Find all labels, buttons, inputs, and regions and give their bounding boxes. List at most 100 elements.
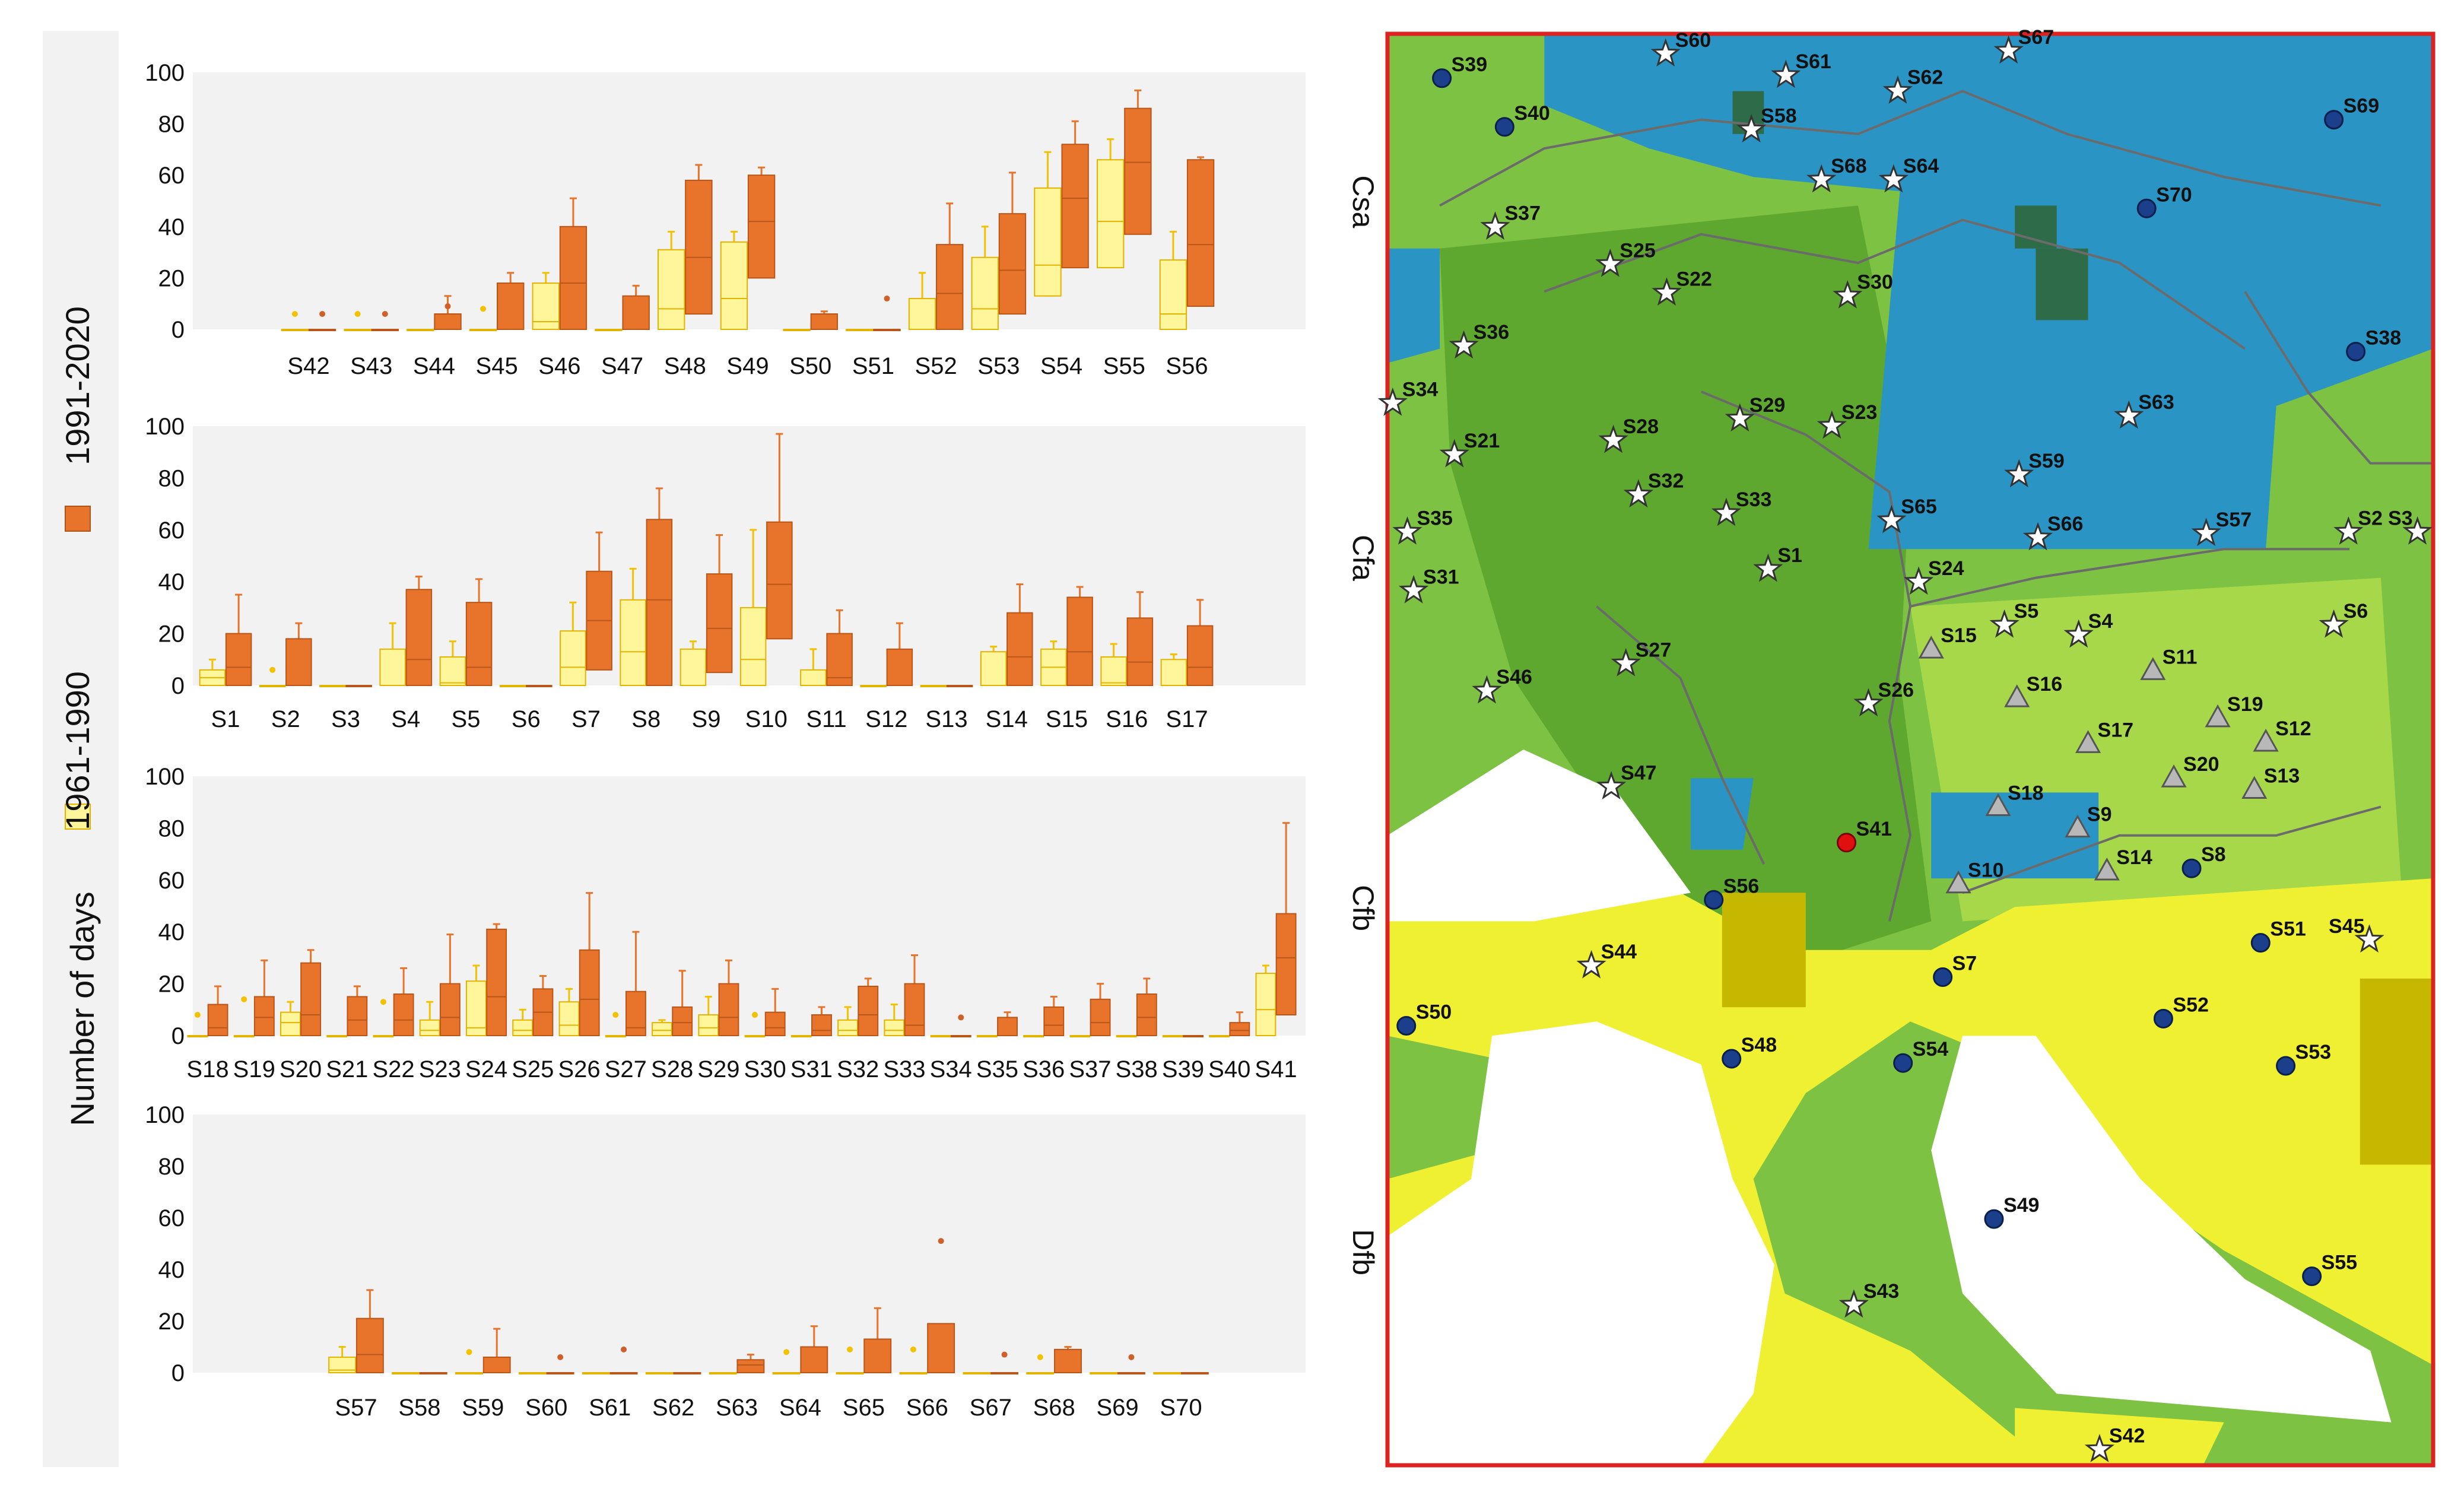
station-tick-label: S1 <box>211 706 240 732</box>
ionian-sea <box>1387 1021 1774 1465</box>
y-tick-label: 40 <box>158 569 185 595</box>
box-1961-1990 <box>772 1372 801 1374</box>
star-icon <box>1882 75 1913 104</box>
star-icon <box>1623 479 1654 508</box>
box-1991-2020 <box>405 589 433 686</box>
station-marker-s27: S27 <box>1611 639 1671 677</box>
station-marker-s50: S50 <box>1396 1001 1452 1036</box>
panel-cfa: 0 20 40 60 80 100 S1 S2 S3 S4 S5 S6 S7 S8 S9 S10 S11 S12 S… <box>145 414 1306 732</box>
box-1961-1990 <box>720 241 748 330</box>
box-1961-1990 <box>1026 1372 1055 1374</box>
box-1991-2020 <box>486 928 507 1036</box>
station-label: S45 <box>2329 915 2365 938</box>
station-marker-s57: S57 <box>2191 509 2252 547</box>
box-1991-2020 <box>253 996 275 1036</box>
box-1961-1990 <box>259 685 286 687</box>
star-icon <box>1398 574 1429 604</box>
station-marker-s1: S1 <box>1753 544 1802 582</box>
station-label: S34 <box>1402 378 1439 401</box>
station-label: S32 <box>1648 470 1684 493</box>
dot-icon <box>1893 1053 1913 1073</box>
highland-3 <box>2036 248 2088 320</box>
box-1991-2020 <box>927 1323 955 1374</box>
station-marker-s60: S60 <box>1650 29 1712 67</box>
box-1991-2020 <box>1186 625 1214 686</box>
outlier-point <box>910 1346 916 1353</box>
box-1961-1990 <box>1100 656 1127 687</box>
station-label: S40 <box>1514 102 1550 125</box>
station-label: S4 <box>2088 610 2113 633</box>
station-marker-s19: S19 <box>2205 693 2263 728</box>
y-tick-label: 60 <box>158 1205 185 1231</box>
station-label: S17 <box>2098 719 2134 741</box>
box-1961-1990 <box>976 1035 998 1037</box>
station-label: S41 <box>1856 818 1893 840</box>
box-1961-1990 <box>466 980 487 1036</box>
box-1991-2020 <box>285 638 312 686</box>
station-label: S56 <box>1723 875 1760 897</box>
y-tick-label: 0 <box>172 1023 185 1049</box>
station-label: S6 <box>2344 600 2368 623</box>
outlier-point <box>354 311 361 318</box>
station-tick-label: S8 <box>631 706 661 732</box>
station-tick-label: S20 <box>280 1056 322 1082</box>
station-label: S66 <box>2047 513 2084 535</box>
box-1991-2020 <box>465 602 493 686</box>
station-marker-s68: S68 <box>1806 155 1867 193</box>
station-tick-label: S36 <box>1023 1056 1065 1082</box>
box-1991-2020 <box>609 1372 638 1374</box>
station-marker-s44: S44 <box>1576 941 1637 979</box>
station-marker-s62: S62 <box>1882 66 1943 104</box>
station-tick-label: S7 <box>571 706 601 732</box>
country-border <box>1596 605 1766 865</box>
station-tick-label: S55 <box>1103 353 1145 379</box>
box-1991-2020 <box>858 985 879 1036</box>
box-1991-2020 <box>766 521 793 640</box>
dot-icon <box>1432 68 1452 88</box>
station-tick-label: S52 <box>915 353 957 379</box>
box-1991-2020 <box>355 1317 384 1373</box>
station-tick-label: S39 <box>1162 1056 1204 1082</box>
box-1991-2020 <box>936 244 964 330</box>
station-label: S69 <box>2344 95 2380 118</box>
panel-dfb: 0 20 40 60 80 100 S57 S58 S59 S60 S61 S62 S63 S64 S65 S… <box>145 1102 1306 1421</box>
box-1961-1990 <box>344 329 371 331</box>
station-tick-label: S58 <box>398 1395 440 1421</box>
dot-icon <box>2136 198 2157 218</box>
station-marker-s55: S55 <box>2302 1252 2357 1287</box>
y-tick-label: 20 <box>158 621 185 647</box>
station-label: S47 <box>1621 762 1657 785</box>
box-1991-2020 <box>718 983 739 1036</box>
y-tick-label: 20 <box>158 265 185 291</box>
station-tick-label: S43 <box>350 353 392 379</box>
outlier-point <box>938 1238 944 1244</box>
station-tick-label: S53 <box>977 353 1020 379</box>
station-label: S70 <box>2156 183 2192 206</box>
country-border <box>1962 805 2382 894</box>
station-tick-label: S29 <box>697 1056 739 1082</box>
box-1961-1990 <box>963 1372 991 1374</box>
station-tick-label: S67 <box>970 1395 1012 1421</box>
dot-icon <box>2250 933 2271 953</box>
station-tick-label: S64 <box>779 1395 821 1421</box>
dot-icon <box>1984 1209 2004 1229</box>
star-icon <box>1736 114 1767 143</box>
dot-icon <box>2276 1056 2296 1076</box>
star-icon <box>1753 553 1783 582</box>
aegean-sea <box>1931 1036 2392 1423</box>
station-label: S61 <box>1795 50 1831 73</box>
station-marker-s42: S42 <box>2084 1424 2145 1462</box>
station-tick-label: S46 <box>538 353 580 379</box>
box-1961-1990 <box>1116 1035 1137 1037</box>
station-label: S15 <box>1941 624 1977 647</box>
country-border <box>1439 90 2382 207</box>
star-icon <box>2004 459 2034 488</box>
station-label: S60 <box>1675 29 1712 52</box>
outlier-point <box>612 1012 619 1018</box>
station-marker-s25: S25 <box>1595 239 1656 277</box>
box-1961-1990 <box>1090 1372 1118 1374</box>
station-marker-s5: S5 <box>1989 600 2038 638</box>
box-1991-2020 <box>1054 1348 1082 1374</box>
station-tick-label: S22 <box>372 1056 414 1082</box>
station-marker-s6: S6 <box>2319 600 2368 638</box>
